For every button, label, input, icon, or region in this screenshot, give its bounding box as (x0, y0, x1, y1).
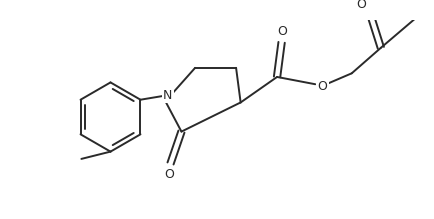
Text: O: O (163, 168, 173, 181)
Text: O: O (277, 25, 287, 38)
Text: O: O (355, 0, 365, 11)
Text: O: O (317, 79, 327, 93)
Text: N: N (163, 89, 172, 102)
